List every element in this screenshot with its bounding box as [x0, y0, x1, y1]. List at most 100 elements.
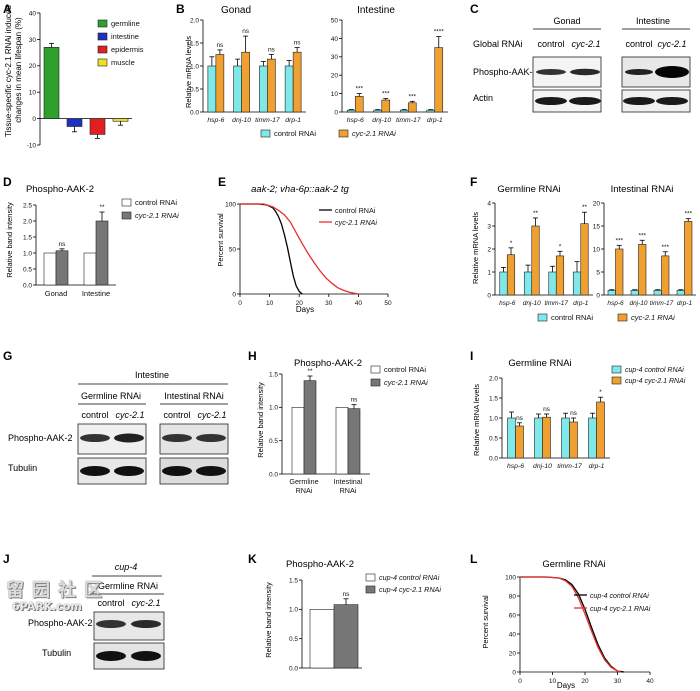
panel-l-title: Germline RNAi: [542, 559, 605, 570]
panel-h-title: Phospho-AAK-2: [294, 358, 362, 369]
panel-e-x-tick-label: 40: [355, 300, 363, 307]
panel-d-y-tick-label: 0.0: [23, 282, 32, 289]
panel-h-y-tick-label: 0.5: [269, 438, 278, 445]
panel-i-significance: *: [599, 389, 602, 396]
panel-b-legend-label: control RNAi: [274, 129, 316, 138]
panel-f-legend-swatch: [537, 313, 548, 322]
panel-h-bar: [303, 380, 317, 475]
blot-g-lane-4: cyc-2.1: [197, 410, 226, 420]
panel-l-y-tick-label: 100: [505, 574, 516, 581]
panel-f-germline-category-label: drp-1: [573, 300, 589, 307]
panel-f-germline-bar: [531, 225, 540, 296]
panel-f-germline-significance: *: [559, 243, 562, 250]
panel-l-x-tick-label: 0: [518, 678, 522, 685]
panel-g-blot: Intestine Germline RNAi Intestinal RNAi …: [8, 370, 229, 485]
panel-f-intestinal-bar: [661, 255, 670, 296]
panel-k: Phospho-AAK-2 Relative band intensity: [264, 559, 354, 658]
panel-d-legend-label: cyc-2.1 RNAi: [135, 211, 179, 220]
panel-letter-h: H: [248, 349, 257, 363]
panel-i-bar: [542, 416, 551, 459]
panel-i-legend-swatch: [611, 365, 622, 374]
panel-b-intestine-category-label: hsp-6: [347, 117, 364, 124]
panel-f-intestinal-y-tick-label: 5: [596, 269, 600, 276]
panel-f-germline-bar: [506, 254, 516, 296]
panel-a: Tissue-specific cyc-2.1 RNAi induced cha…: [4, 5, 23, 137]
panel-d: Phospho-AAK-2 Relative band intensity: [5, 184, 94, 278]
panel-b-gonad-significance: ns: [268, 47, 276, 54]
panel-d-category-label: Gonad: [45, 289, 68, 298]
panel-letter-k: K: [248, 552, 257, 566]
panel-b-intestine-bar: [381, 99, 391, 113]
panel-l-series-line: [520, 576, 621, 673]
blot-g-lane-2: cyc-2.1: [115, 410, 144, 420]
blot-c-header-intestine: Intestine: [636, 16, 670, 26]
panel-f-intestinal-bar: [653, 290, 662, 296]
panel-e-title: aak-2; vha-6p::aak-2 tg: [251, 184, 349, 195]
panel-f-legend-swatch: [617, 313, 628, 322]
watermark-char: 社: [58, 580, 76, 601]
panel-f-germline-category-label: hsp-6: [499, 300, 516, 307]
panel-b-intestine-significance: ****: [434, 29, 445, 36]
panel-l-x-tick-label: 20: [581, 678, 589, 685]
panel-a-y-tick-label: 40: [29, 10, 37, 17]
panel-a-legend-label: germline: [111, 19, 140, 28]
blot-band: [131, 620, 161, 628]
panel-e-series-line: [240, 203, 303, 295]
panel-a-bar: [89, 118, 106, 135]
panel-f-intestinal-y-tick-label: 10: [593, 246, 601, 253]
panel-f-intestinal-bar: [684, 221, 693, 296]
panel-i-bar: [507, 417, 516, 459]
panel-a-y-tick-label: 10: [29, 90, 37, 97]
panel-b-intestine-y-tick-label: 10: [331, 91, 339, 98]
blot-band: [96, 620, 126, 628]
panel-letter-g: G: [3, 349, 12, 363]
panel-e-x-tick-label: 10: [266, 300, 274, 307]
panel-a-bar: [112, 118, 129, 122]
panel-i: Germline RNAi Relative mRNA levels: [472, 358, 572, 456]
panel-b-intestine-significance: ***: [382, 91, 390, 98]
panel-f-germline-y-tick-label: 3: [487, 223, 491, 230]
panel-b-gonad-significance: ns: [294, 40, 302, 47]
panel-a-legend-swatch: [97, 19, 108, 28]
panel-letter-d: D: [3, 175, 12, 189]
panel-b-gonad-bar: [233, 65, 242, 113]
panel-h-category-label: RNAi: [296, 486, 313, 495]
panel-f-intestinal-category-label: drp-1: [677, 300, 693, 307]
panel-f-germline-significance: **: [533, 210, 539, 217]
panel-k-bar: [333, 604, 359, 669]
panel-i-category-label: hsp-6: [507, 463, 524, 470]
panel-b-intestine-y-tick-label: 30: [331, 54, 339, 61]
panel-b-sub-gonad: Gonad: [221, 5, 251, 16]
panel-b-intestine-significance: ***: [355, 86, 363, 93]
blot-band: [162, 434, 192, 442]
panel-l-x-tick-label: 10: [549, 678, 557, 685]
blot-band: [114, 466, 144, 476]
panel-l-y-tick-label: 0: [512, 669, 516, 676]
panel-f-intestinal-significance: ***: [638, 232, 646, 239]
panel-f-germline-bar: [523, 271, 533, 296]
panel-a-y-tick-label: 0: [32, 116, 36, 123]
panel-f-germline-category-label: timm-17: [545, 300, 569, 307]
panel-b-intestine-category-label: dnj-10: [372, 117, 391, 124]
panel-i-legend-label: cup-4 cyc-2.1 RNAi: [625, 378, 686, 385]
panel-f-germline-y-tick-label: 0: [487, 292, 491, 299]
panel-f-intestinal-bar: [630, 290, 639, 296]
panel-f-intestinal-y-tick-label: 0: [596, 292, 600, 299]
panel-b-gonad-bar: [259, 65, 268, 113]
watermark-char: 区: [84, 580, 102, 601]
panel-f-intestinal-bar: [607, 290, 616, 296]
blot-band: [570, 68, 600, 76]
panel-i-bar: [569, 421, 578, 459]
panel-a-y-tick-label: -10: [27, 142, 37, 149]
blot-band: [196, 434, 226, 442]
panel-k-legend-label: cup-4 control RNAi: [379, 573, 440, 582]
panel-i-category-label: dnj-10: [533, 463, 552, 470]
panel-h-significance: ns: [351, 397, 359, 404]
panel-d-ylabel: Relative band intensity: [5, 202, 14, 278]
panel-l-legend-label: cup-4 cyc-2.1 RNAi: [590, 606, 651, 613]
panel-f-germline-bar: [555, 255, 565, 296]
blot-band: [655, 66, 689, 78]
panel-b-ylabel: Relative mRNA levels: [184, 36, 193, 108]
panel-b-intestine-significance: ***: [408, 93, 416, 100]
blot-c-band-label-2: Actin: [473, 93, 493, 103]
